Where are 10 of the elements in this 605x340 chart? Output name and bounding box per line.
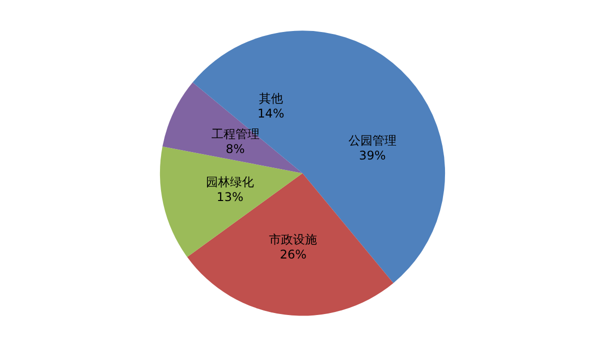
data-label: 26% bbox=[280, 247, 307, 262]
slice-label: 公园管理 bbox=[348, 134, 396, 148]
slice-label: 工程管理 bbox=[211, 127, 260, 142]
slice-label: 其他 bbox=[258, 92, 283, 106]
slice-label: 园林绿化 bbox=[206, 174, 254, 189]
data-label: 39% bbox=[359, 148, 386, 163]
data-label: 8% bbox=[226, 142, 245, 156]
data-label: 13% bbox=[216, 190, 244, 204]
data-label: 14% bbox=[258, 106, 284, 121]
slice-label: 市政设施 bbox=[269, 232, 318, 246]
